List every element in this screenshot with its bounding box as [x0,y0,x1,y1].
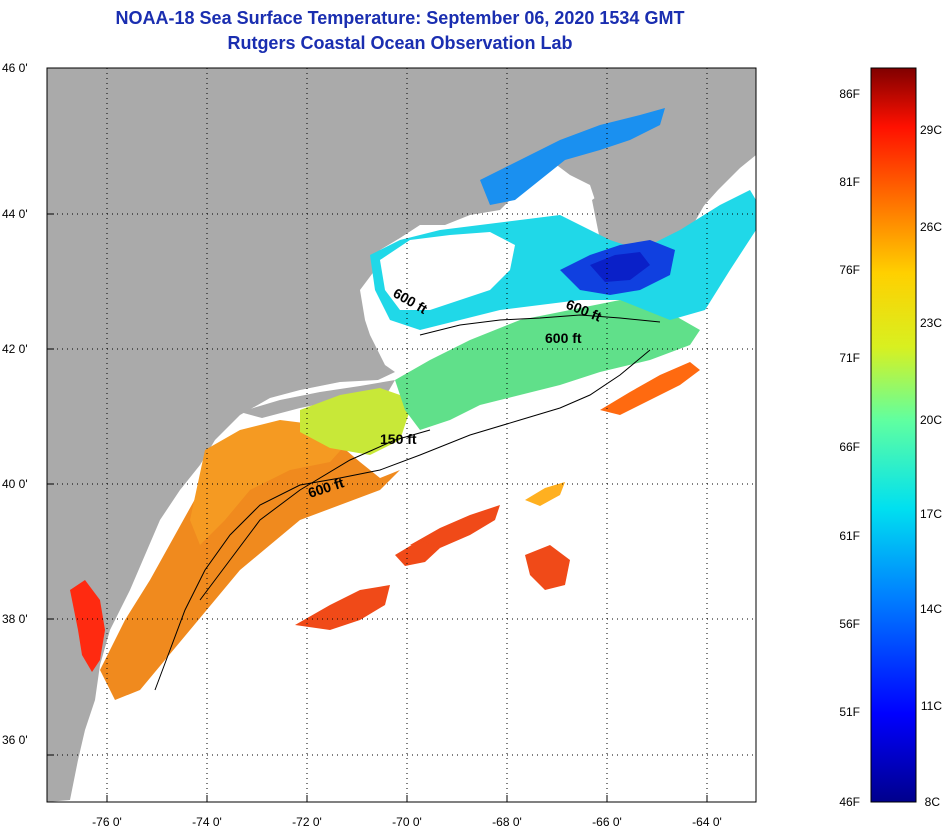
lat-label-42: 42 0' [2,342,28,356]
lat-label-36: 36 0' [2,733,28,747]
lat-label-46: 46 0' [2,61,28,75]
land-nova-scotia [592,110,756,255]
sst-warm-patch-2 [525,545,570,590]
sst-darkblue-core [590,252,650,282]
cb-f-61: 61F [839,529,860,543]
lat-label-38: 38 0' [2,612,28,626]
cb-f-86: 86F [839,87,860,101]
sst-warm-patch-east [525,482,565,506]
sst-chesapeake [70,580,105,672]
cb-c-20: 20C [920,413,942,427]
cb-f-56: 56F [839,617,860,631]
map-content [47,68,756,802]
sst-yellow-green-band [300,388,410,455]
cb-f-46: 46F [839,795,860,809]
contour-label-600ft-georges: 600 ft [545,330,582,346]
cb-f-76: 76F [839,263,860,277]
sst-warm-shelf [100,430,400,700]
lon-label-76: -76 0' [92,815,122,829]
cb-f-66: 66F [839,440,860,454]
sst-warm-patch-4 [395,540,440,566]
lat-label-44: 44 0' [2,207,28,221]
map-subtitle: Rutgers Coastal Ocean Observation Lab [227,33,573,53]
cb-f-71: 71F [839,351,860,365]
sst-warm-patch-3 [295,585,390,630]
frame-ticks [47,67,708,802]
cb-c-23: 23C [920,316,942,330]
land-mass [47,68,756,802]
lon-label-64: -64 0' [692,815,722,829]
cb-f-51: 51F [839,705,860,719]
lon-label-74: -74 0' [192,815,222,829]
lon-label-66: -66 0' [592,815,622,829]
sst-gulfstream-north [600,362,700,415]
cb-c-14: 14C [920,602,942,616]
cb-f-81: 81F [839,175,860,189]
graticule [47,68,756,802]
cb-c-29: 29C [920,123,942,137]
sst-green-gom-south [395,300,700,430]
contour-line-600ft-gom [419,314,661,336]
sst-blue-northern [480,108,665,205]
sst-gom-white-cloud [380,232,515,310]
contour-line-150ft [199,429,431,601]
map-frame [46,67,757,803]
cb-c-11: 11C [921,699,942,713]
lat-label-40: 40 0' [2,477,28,491]
contour-line-600ft-south [154,349,651,691]
cb-c-8: 8C [925,795,941,809]
map-title: NOAA-18 Sea Surface Temperature: Septemb… [115,8,685,28]
lon-label-72: -72 0' [292,815,322,829]
sst-orange-midshelf [190,420,350,545]
land-long-island [240,380,395,418]
cb-c-17: 17C [920,507,942,521]
colorbar [870,67,917,803]
sst-warm-patch-1 [410,505,500,548]
cb-c-26: 26C [920,220,942,234]
contour-label-150ft: 150 ft [380,431,417,447]
lon-label-70: -70 0' [392,815,422,829]
lon-label-68: -68 0' [492,815,522,829]
